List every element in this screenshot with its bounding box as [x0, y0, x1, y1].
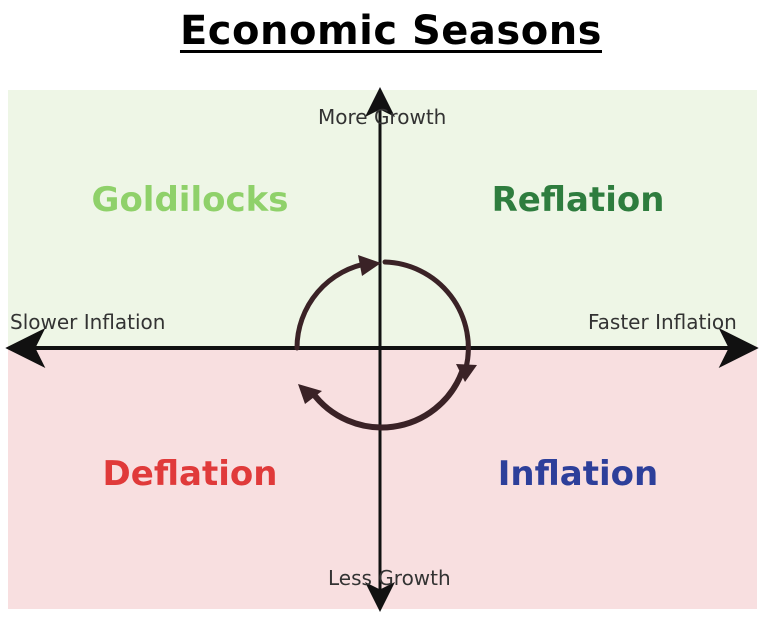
- cycle-arc-bottom: [309, 369, 465, 431]
- quadrant-inflation: Inflation: [497, 454, 659, 494]
- cycle-arc-left: [294, 260, 373, 351]
- cycle-arc-right: [382, 259, 471, 371]
- axis-label-less-growth: Less Growth: [328, 566, 451, 590]
- cycle-arrowhead-top: [358, 255, 381, 276]
- cycle-arrowhead-right: [456, 364, 477, 382]
- contraction-region: [8, 346, 757, 609]
- axis-label-slower-inflation: Slower Inflation: [10, 310, 166, 334]
- axis-label-faster-inflation: Faster Inflation: [588, 310, 737, 334]
- axis-label-more-growth: More Growth: [318, 105, 447, 129]
- page-title: Economic Seasons: [179, 8, 602, 54]
- growth-region: [8, 90, 757, 346]
- cycle-arrowhead-bottom: [298, 384, 322, 404]
- quadrant-reflation: Reflation: [491, 180, 665, 220]
- cycle-arrows: [294, 255, 477, 431]
- quadrant-deflation: Deflation: [102, 454, 278, 494]
- quadrant-goldilocks: Goldilocks: [91, 180, 289, 220]
